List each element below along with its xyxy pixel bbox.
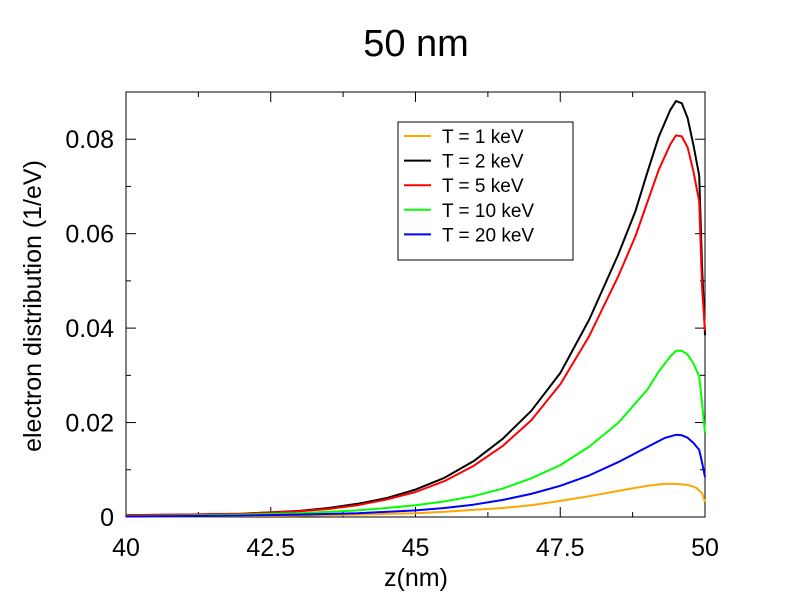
series-line-t-20-kev: [125, 433, 706, 518]
y-tick-label: 0.04: [65, 315, 114, 343]
series-line-t-2-kev: [125, 100, 706, 517]
legend-box: [397, 121, 574, 261]
x-tick-label: 42.5: [246, 534, 295, 562]
legend-label: T = 2 keV: [442, 152, 524, 173]
y-tick-label: 0.08: [65, 126, 114, 154]
series-line-t-10-kev: [125, 349, 706, 518]
series-line-t-5-kev: [125, 134, 706, 517]
x-tick-label: 47.5: [536, 534, 585, 562]
x-tick-label: 40: [112, 534, 140, 562]
legend-label: T = 1 keV: [442, 127, 524, 148]
y-tick-label: 0.06: [65, 221, 114, 249]
y-tick-label: 0: [100, 504, 114, 532]
legend-label: T = 5 keV: [442, 176, 524, 197]
y-axis-label: electron distribution (1/eV): [19, 160, 47, 452]
plot-area: 40 42.5 45 47.5 50 0 0.02 0.04 0.06 0.08: [65, 91, 719, 562]
x-tick-label: 50: [691, 534, 719, 562]
legend-label: T = 20 keV: [442, 225, 534, 246]
x-axis-label: z(nm): [384, 564, 448, 592]
legend: T = 1 keV T = 2 keV T = 5 keV T = 10 keV T =…: [397, 121, 574, 261]
y-tick-label: 0.02: [65, 410, 114, 438]
chart-title: 50 nm: [363, 23, 469, 65]
series-line-t-1-kev: [125, 482, 706, 518]
legend-label: T = 10 keV: [442, 201, 534, 222]
x-tick-label: 45: [402, 534, 430, 562]
